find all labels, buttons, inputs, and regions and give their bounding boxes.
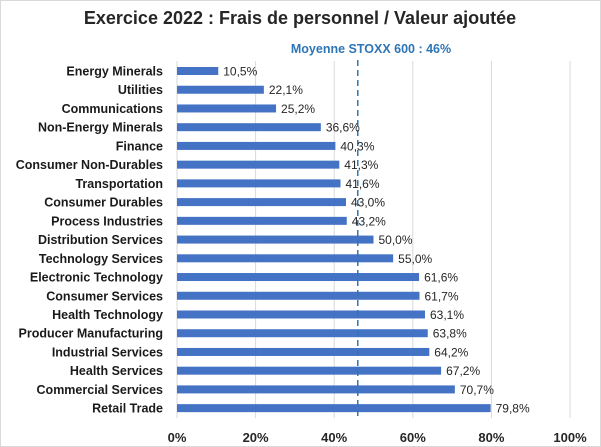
bar bbox=[177, 235, 374, 244]
category-label: Producer Manufacturing bbox=[19, 327, 163, 341]
x-tick-label: 20% bbox=[243, 430, 269, 445]
bar bbox=[177, 141, 336, 150]
category-label: Process Industries bbox=[51, 214, 163, 228]
chart-title: Exercice 2022 : Frais de personnel / Val… bbox=[84, 8, 516, 28]
category-label: Industrial Services bbox=[52, 345, 163, 359]
category-label: Health Technology bbox=[52, 308, 163, 322]
value-label: 43,2% bbox=[352, 214, 386, 228]
x-tick-label: 80% bbox=[478, 430, 504, 445]
value-label: 63,8% bbox=[433, 327, 467, 341]
bar bbox=[177, 179, 341, 188]
bar bbox=[177, 404, 491, 413]
category-label: Consumer Non-Durables bbox=[16, 158, 163, 172]
bars bbox=[177, 67, 491, 413]
category-label: Transportation bbox=[75, 177, 163, 191]
value-label: 61,7% bbox=[424, 289, 458, 303]
value-labels: 10,5% 22,1% 25,2% 36,6% 40,3% 41,3% 41,6% 43,0%… bbox=[223, 65, 530, 416]
bar bbox=[177, 160, 340, 169]
category-labels: Energy Minerals Utilities Communications No… bbox=[16, 65, 163, 416]
category-label: Energy Minerals bbox=[66, 65, 163, 79]
category-label: Commercial Services bbox=[37, 383, 164, 397]
bar bbox=[177, 123, 321, 132]
category-label: Non-Energy Minerals bbox=[38, 121, 163, 135]
value-label: 55,0% bbox=[398, 252, 432, 266]
value-label: 50,0% bbox=[379, 233, 413, 247]
bar bbox=[177, 67, 219, 75]
value-label: 41,3% bbox=[344, 158, 378, 172]
grid-lines bbox=[176, 61, 571, 419]
bar bbox=[177, 385, 455, 394]
bar bbox=[177, 291, 420, 300]
bar bbox=[177, 366, 442, 375]
bar bbox=[177, 198, 346, 207]
x-tick-label: 40% bbox=[321, 430, 347, 445]
value-label: 36,6% bbox=[326, 121, 360, 135]
value-label: 64,2% bbox=[434, 345, 468, 359]
x-axis-ticks: 0% 20% 40% 60% 80% 100% bbox=[168, 430, 587, 445]
bar bbox=[177, 347, 430, 356]
value-label: 25,2% bbox=[281, 102, 315, 116]
category-label: Consumer Services bbox=[46, 289, 163, 303]
value-label: 22,1% bbox=[269, 83, 303, 97]
bar bbox=[177, 85, 264, 94]
bar bbox=[177, 329, 428, 338]
value-label: 79,8% bbox=[496, 402, 530, 416]
reference-line-group: Moyenne STOXX 600 : 46% bbox=[291, 42, 451, 419]
category-label: Distribution Services bbox=[38, 233, 163, 247]
value-label: 67,2% bbox=[446, 364, 480, 378]
value-label: 40,3% bbox=[340, 139, 374, 153]
value-label: 41,6% bbox=[345, 177, 379, 191]
category-label: Utilities bbox=[118, 83, 163, 97]
category-label: Communications bbox=[62, 102, 163, 116]
category-label: Health Services bbox=[70, 364, 163, 378]
value-label: 61,6% bbox=[424, 271, 458, 285]
x-tick-label: 0% bbox=[168, 430, 187, 445]
value-label: 63,1% bbox=[430, 308, 464, 322]
category-label: Electronic Technology bbox=[30, 271, 163, 285]
bar bbox=[177, 254, 394, 263]
bar bbox=[177, 310, 425, 319]
bar bbox=[177, 104, 277, 113]
value-label: 10,5% bbox=[223, 65, 257, 79]
bar bbox=[177, 273, 420, 282]
reference-line-label: Moyenne STOXX 600 : 46% bbox=[291, 42, 451, 56]
category-label: Retail Trade bbox=[92, 402, 163, 416]
value-label: 43,0% bbox=[351, 196, 385, 210]
x-tick-label: 100% bbox=[553, 430, 587, 445]
category-label: Finance bbox=[116, 139, 163, 153]
x-tick-label: 60% bbox=[400, 430, 426, 445]
category-label: Consumer Durables bbox=[44, 196, 163, 210]
value-label: 70,7% bbox=[460, 383, 494, 397]
bar bbox=[177, 216, 347, 225]
category-label: Technology Services bbox=[39, 252, 163, 266]
